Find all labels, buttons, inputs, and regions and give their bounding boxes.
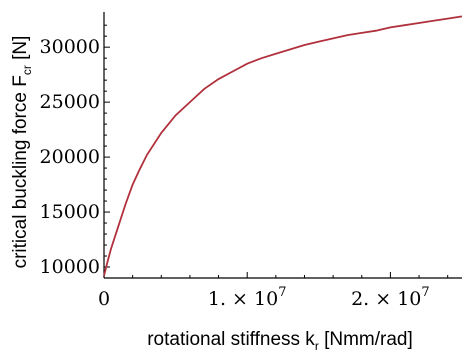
x-tick-label-2: 2. × 107	[351, 285, 430, 310]
x-axis-title: rotational stiffness kr [Nmm/rad]	[147, 329, 413, 353]
y-tick-label-1: 15000	[40, 201, 100, 223]
x-tick-label-0: 0	[98, 288, 110, 310]
y-tick-label-2: 20000	[40, 146, 100, 168]
y-tick-label-0: 10000	[40, 256, 100, 278]
series-line	[103, 15, 463, 277]
y-tick-label-3: 25000	[40, 91, 100, 113]
y-tick-label-4: 30000	[40, 36, 100, 58]
x-tick-label-1: 1. × 107	[208, 285, 287, 310]
y-axis-title: critical buckling force Fcr [N]	[10, 36, 34, 269]
